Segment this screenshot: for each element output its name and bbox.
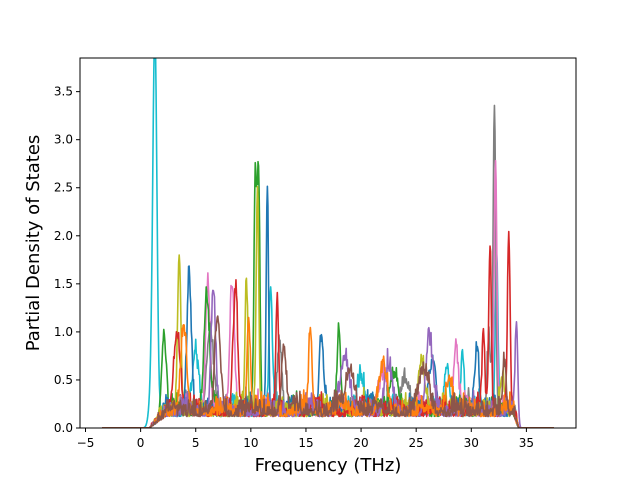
x-tick-label: −5 [77,436,95,450]
x-tick-label: 0 [137,436,145,450]
y-tick-label: 1.5 [54,277,73,291]
y-tick-label: 2.5 [54,181,73,195]
y-axis-ticks: 0.0 0.5 1.0 1.5 2.0 2.5 3.0 3.5 [54,85,80,435]
x-tick-label: 10 [243,436,258,450]
y-axis-label: Partial Density of States [23,135,44,352]
x-tick-label: 30 [464,436,479,450]
y-tick-label: 3.0 [54,133,73,147]
pdos-series-line [101,315,555,428]
x-axis-ticks: −5 0 5 10 15 20 25 30 35 [77,428,534,450]
y-tick-label: 1.0 [54,325,73,339]
y-tick-label: 0.0 [54,421,73,435]
x-tick-label: 35 [519,436,534,450]
x-tick-label: 5 [192,436,200,450]
plot-frame [79,57,577,429]
x-tick-label: 20 [353,436,368,450]
y-tick-label: 2.0 [54,229,73,243]
x-axis-label: Frequency (THz) [255,455,402,476]
x-tick-label: 25 [409,436,424,450]
y-tick-label: 3.5 [54,85,73,99]
series-layer [101,58,555,428]
x-tick-label: 15 [298,436,313,450]
y-tick-label: 0.5 [54,373,73,387]
